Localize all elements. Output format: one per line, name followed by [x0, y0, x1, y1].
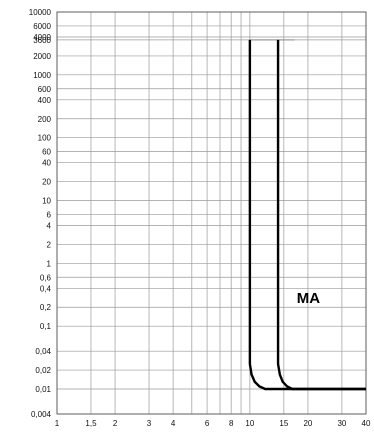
- x-tick-label: 1,5: [85, 419, 97, 428]
- y-tick-label: 2: [47, 240, 52, 249]
- y-tick-label: 4: [47, 222, 52, 231]
- y-tick-label: 1: [47, 259, 52, 268]
- y-tick-label: 0,01: [35, 385, 51, 394]
- y-tick-label: 40: [42, 159, 51, 168]
- y-tick-label: 20: [42, 178, 51, 187]
- y-tick-label: 0,4: [40, 284, 52, 293]
- grid-lines: [56, 11, 367, 415]
- y-tick-label: 10: [42, 196, 51, 205]
- y-tick-label: 100: [38, 134, 52, 143]
- x-axis-tick-labels: 1 1,5 2 3 4 6 8 10 15 20 30 40: [55, 419, 371, 428]
- curve-series: [248, 39, 366, 391]
- curve-label-ma: MA: [297, 290, 320, 307]
- y-tick-label: 0,2: [40, 303, 52, 312]
- y-tick-label: 3600: [33, 36, 51, 45]
- y-tick-label: 600: [38, 85, 52, 94]
- y-tick-label: 4000: [33, 33, 51, 42]
- curve-series-2: [276, 39, 366, 391]
- y-tick-label: 60: [42, 148, 51, 157]
- y-tick-label: 0,004: [31, 410, 52, 419]
- x-tick-label: 30: [337, 419, 346, 428]
- y-tick-label: 0,02: [35, 366, 51, 375]
- plot-frame: [56, 11, 367, 415]
- y-tick-label: 0,6: [40, 273, 52, 282]
- x-tick-label: 8: [229, 419, 234, 428]
- x-tick-label: 20: [303, 419, 312, 428]
- y-tick-label: 400: [38, 96, 52, 105]
- annotations: MA: [297, 290, 320, 307]
- x-tick-label: 40: [362, 419, 371, 428]
- y-tick-label: 1000: [33, 71, 51, 80]
- x-tick-label: 6: [205, 419, 210, 428]
- y-tick-label: 2000: [33, 52, 51, 61]
- y-tick-label: 200: [38, 115, 52, 124]
- x-tick-label: 15: [279, 419, 288, 428]
- x-tick-label: 4: [171, 419, 176, 428]
- x-tick-label: 10: [245, 419, 254, 428]
- curve-series-1: [248, 39, 366, 391]
- y-tick-label: 0,1: [40, 322, 52, 331]
- x-tick-label: 3: [147, 419, 152, 428]
- y-tick-label: 6000: [33, 22, 51, 31]
- x-tick-label: 2: [113, 419, 118, 428]
- y-tick-label: 0,04: [35, 347, 51, 356]
- y-tick-label: 10000: [29, 8, 52, 17]
- y-tick-label: 6: [47, 210, 52, 219]
- x-tick-label: 1: [55, 419, 60, 428]
